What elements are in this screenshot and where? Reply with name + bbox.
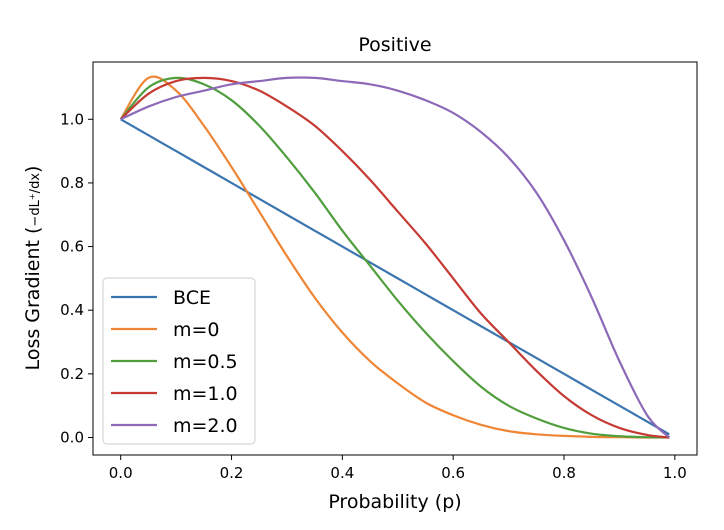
- x-tick-label: 0.6: [441, 464, 465, 482]
- series-line-1: [119, 75, 670, 439]
- y-tick-label: 0.8: [60, 174, 84, 192]
- y-tick-label: 0.6: [60, 238, 84, 256]
- x-tick-label: 0.0: [109, 464, 133, 482]
- x-axis-label: Probability (p): [328, 491, 461, 513]
- legend-box: [102, 277, 256, 445]
- y-tick-label: 1.0: [60, 110, 84, 128]
- series-line-0: [120, 118, 670, 436]
- legend: BCE m=0 m=0.5 m=1.0 m=2.0: [102, 277, 256, 445]
- x-tick-label: 0.8: [552, 464, 576, 482]
- y-axis-ticks: 0.0 0.2 0.4 0.6 0.8 1.0: [60, 110, 93, 446]
- x-tick-label: 0.2: [220, 464, 244, 482]
- x-axis-ticks: 0.0 0.2 0.4 0.6 0.8 1.0: [109, 455, 687, 482]
- plot-frame: [92, 61, 698, 456]
- y-axis-label-text: Loss Gradient (: [22, 227, 44, 371]
- y-tick-label: 0.0: [60, 428, 84, 446]
- y-tick-label: 0.2: [60, 365, 84, 383]
- x-tick-label: 0.4: [330, 464, 354, 482]
- y-axis-label-close: ): [22, 166, 44, 173]
- legend-label: BCE: [173, 287, 211, 309]
- legend-label: m=0: [173, 319, 220, 341]
- series-lines: [119, 75, 671, 439]
- y-axis-label: Loss Gradient (−dL⁺/dx): [22, 166, 44, 371]
- y-axis-label-math: −dL⁺/dx: [28, 173, 43, 227]
- x-tick-label: 1.0: [663, 464, 687, 482]
- series-line-3: [119, 76, 670, 439]
- chart-title: Positive: [358, 34, 431, 56]
- y-axis-label-group: Loss Gradient (−dL⁺/dx): [22, 166, 44, 371]
- legend-label: m=0.5: [173, 351, 238, 373]
- series-line-4: [120, 76, 671, 439]
- legend-label: m=2.0: [173, 415, 238, 437]
- y-tick-label: 0.4: [60, 301, 84, 319]
- legend-label: m=1.0: [173, 383, 238, 405]
